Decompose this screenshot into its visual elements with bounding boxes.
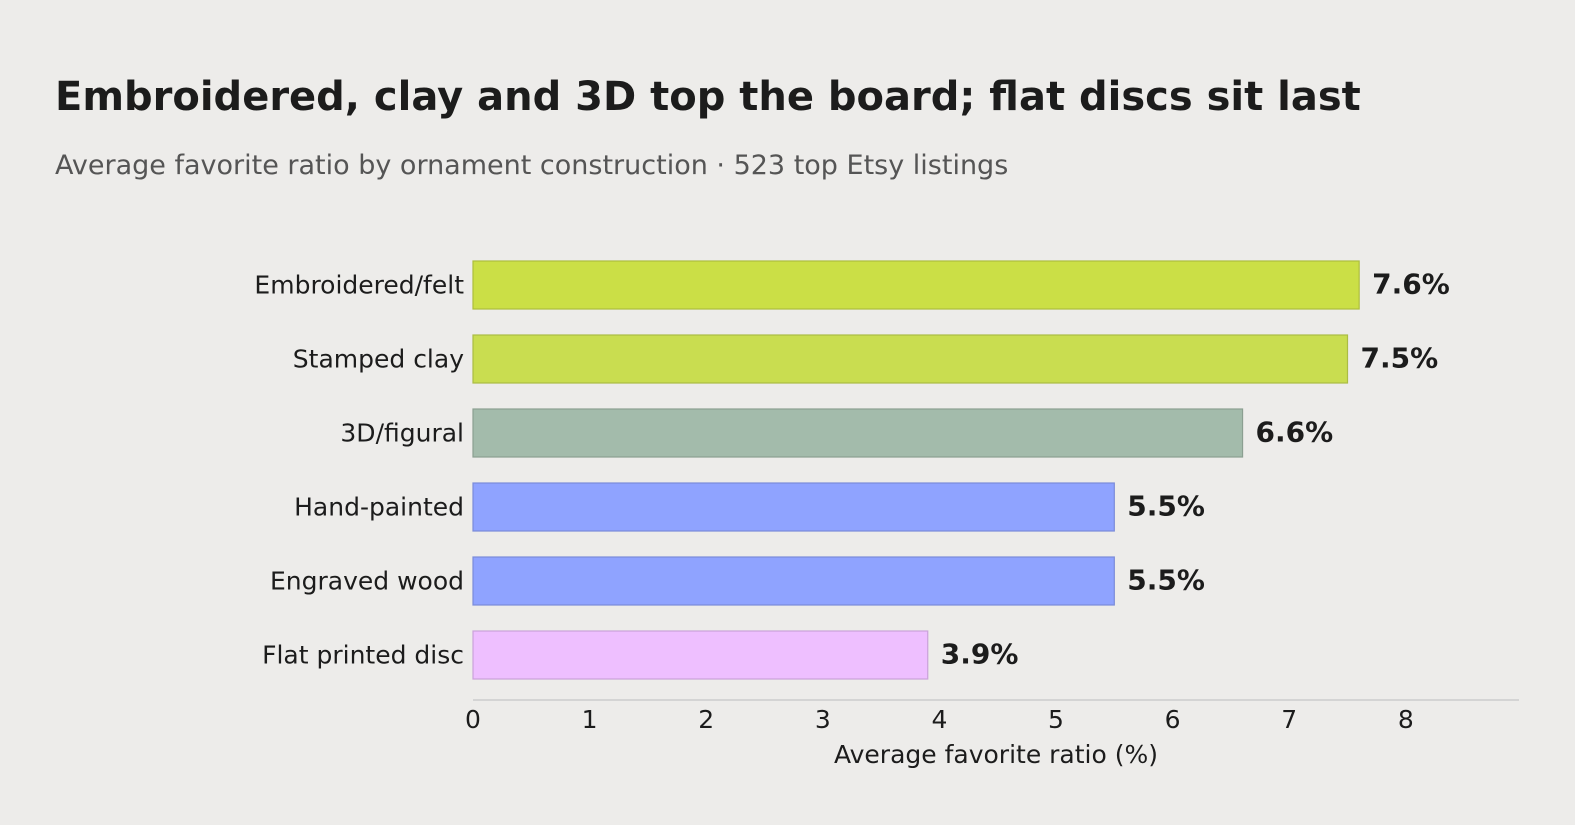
- bar-stamped-clay: [472, 334, 1349, 384]
- chart-subtitle: Average favorite ratio by ornament const…: [55, 150, 1009, 181]
- x-axis-title: Average favorite ratio (%): [834, 740, 1158, 769]
- bar-3d-figural: [472, 408, 1244, 458]
- x-tick-label-8: 8: [1398, 705, 1414, 734]
- category-labels: Embroidered/felt Stamped clay 3D/figural Ha…: [254, 271, 464, 670]
- bar-hand-painted: [472, 482, 1115, 532]
- x-tick-label-0: 0: [465, 705, 481, 734]
- x-tick-label-7: 7: [1281, 705, 1297, 734]
- x-axis-ticks: 0 1 2 3 4 5 6 7 8: [465, 705, 1414, 734]
- bars-group: [472, 260, 1360, 680]
- value-label-3d-figural: 6.6%: [1256, 416, 1334, 449]
- bar-embroidered-felt: [472, 260, 1360, 310]
- chart-title: Embroidered, clay and 3D top the board; …: [55, 74, 1361, 120]
- x-tick-label-3: 3: [815, 705, 831, 734]
- value-labels: 7.6% 7.5% 6.6% 5.5% 5.5% 3.9%: [941, 268, 1450, 671]
- value-label-embroidered-felt: 7.6%: [1372, 268, 1450, 301]
- category-label-flat-printed-disc: Flat printed disc: [262, 641, 464, 670]
- bar-flat-printed-disc: [472, 630, 929, 680]
- x-tick-label-2: 2: [698, 705, 714, 734]
- value-label-hand-painted: 5.5%: [1127, 490, 1205, 523]
- category-label-embroidered-felt: Embroidered/felt: [254, 271, 464, 300]
- category-label-engraved-wood: Engraved wood: [270, 567, 464, 596]
- value-label-flat-printed-disc: 3.9%: [941, 638, 1019, 671]
- value-label-stamped-clay: 7.5%: [1361, 342, 1439, 375]
- bar-engraved-wood: [472, 556, 1115, 606]
- value-label-engraved-wood: 5.5%: [1127, 564, 1205, 597]
- category-label-stamped-clay: Stamped clay: [293, 345, 464, 374]
- x-tick-label-1: 1: [582, 705, 598, 734]
- category-label-hand-painted: Hand-painted: [294, 493, 464, 522]
- x-tick-label-6: 6: [1165, 705, 1181, 734]
- category-label-3d-figural: 3D/figural: [340, 419, 464, 448]
- x-tick-label-4: 4: [931, 705, 947, 734]
- x-tick-label-5: 5: [1048, 705, 1064, 734]
